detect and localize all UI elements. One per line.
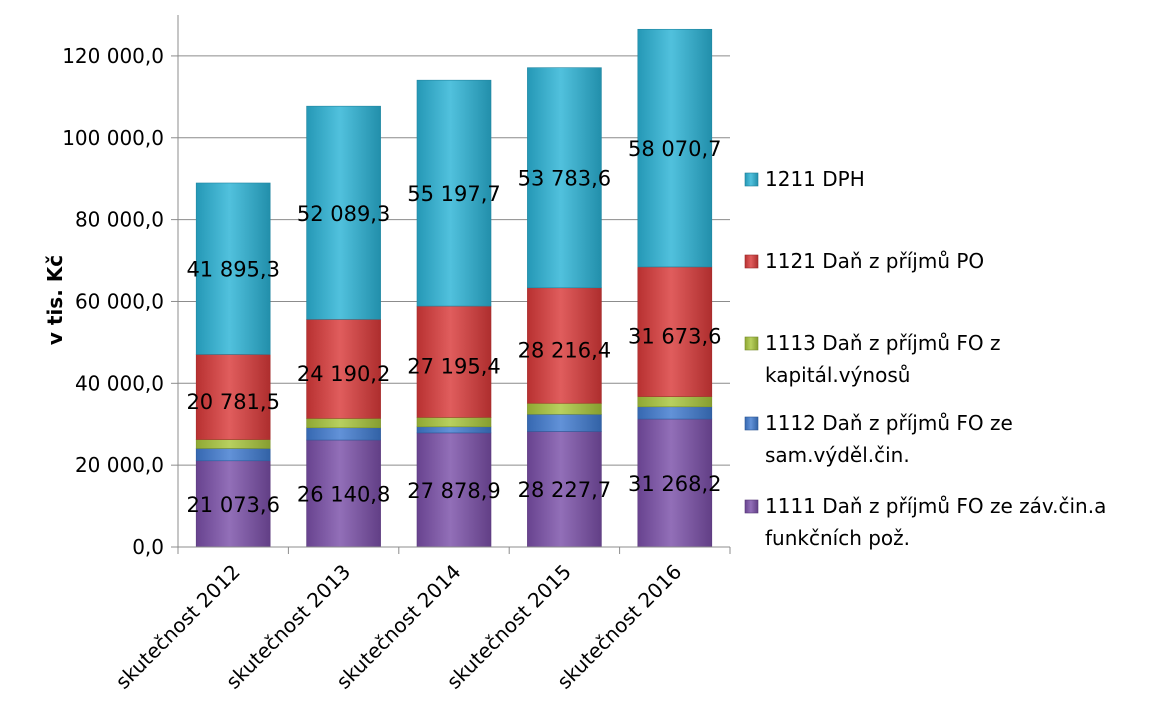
y-tick-label: 60 000,0 — [75, 289, 164, 313]
bar-segment — [195, 439, 271, 449]
legend-item: 1121 Daň z příjmů PO — [744, 249, 984, 273]
legend-label: 1121 Daň z příjmů PO — [765, 249, 984, 273]
legend-item: 1113 Daň z příjmů FO z kapitál.výnosů — [744, 331, 1000, 387]
bar-segment — [306, 418, 381, 429]
bar-segment — [637, 396, 713, 408]
data-label: 21 073,6 — [186, 493, 280, 517]
bar-segment — [416, 417, 492, 428]
bar-segment — [637, 406, 713, 420]
legend-label: 1112 Daň z příjmů FO ze — [765, 411, 1013, 435]
bar-segment — [306, 427, 381, 441]
data-label: 24 190,2 — [297, 362, 391, 386]
y-tick-label: 0,0 — [132, 535, 164, 559]
bar-segment — [527, 287, 602, 404]
legend-swatch — [744, 499, 759, 514]
legend-item: 1211 DPH — [744, 167, 865, 191]
y-tick-label: 80 000,0 — [75, 208, 164, 232]
y-tick-label: 40 000,0 — [75, 371, 164, 395]
data-label: 20 781,5 — [186, 390, 280, 414]
data-label: 28 227,7 — [518, 478, 612, 502]
bar-segment — [306, 105, 381, 320]
legend-label: kapitál.výnosů — [765, 363, 910, 387]
legend-label: sam.výděl.čin. — [765, 443, 910, 467]
data-label: 26 140,8 — [297, 483, 391, 507]
bar-segment — [527, 431, 602, 548]
data-label: 31 673,6 — [628, 325, 722, 349]
data-label: 53 783,6 — [518, 167, 612, 191]
data-labels: 21 073,6 20 781,5 41 895,3 26 140,8 24 190,2… — [186, 137, 721, 517]
bar-segment — [416, 426, 492, 434]
legend-label: 1111 Daň z příjmů FO ze záv.čin.a — [765, 494, 1106, 518]
bar-segment — [416, 305, 492, 418]
bar-segment — [306, 319, 381, 419]
y-tick-label: 20 000,0 — [75, 453, 164, 477]
bar-segment — [195, 448, 271, 462]
bar-segment — [637, 28, 713, 268]
y-tick-label: 100 000,0 — [62, 126, 164, 150]
bar-segment — [416, 432, 492, 548]
data-label: 27 878,9 — [407, 479, 501, 503]
bar-segment — [637, 266, 713, 397]
data-label: 27 195,4 — [407, 355, 501, 379]
bars — [195, 28, 713, 548]
legend: 1211 DPH 1121 Daň z příjmů PO 1113 Daň z p… — [744, 167, 1106, 550]
y-axis-label: v tis. Kč — [43, 255, 67, 345]
bar-segment — [195, 182, 271, 355]
data-label: 52 089,3 — [297, 202, 391, 226]
legend-label: 1113 Daň z příjmů FO z — [765, 331, 1000, 355]
legend-label: funkčních pož. — [765, 526, 910, 550]
data-label: 41 895,3 — [186, 258, 280, 282]
data-label: 58 070,7 — [628, 137, 722, 161]
legend-swatch — [744, 416, 759, 431]
data-label: 55 197,7 — [407, 182, 501, 206]
legend-item: 1111 Daň z příjmů FO ze záv.čin.a funkční… — [744, 494, 1106, 550]
legend-label: 1211 DPH — [765, 167, 865, 191]
bar-segment — [527, 413, 602, 432]
bar-segment — [527, 67, 602, 289]
bar-segment — [637, 418, 713, 548]
legend-swatch — [744, 336, 759, 351]
bar-segment — [416, 79, 492, 307]
bar-segment — [195, 354, 271, 440]
axes: 0,0 20 000,0 40 000,0 60 000,0 80 000,0 100 0… — [62, 15, 731, 694]
bar-segment — [527, 402, 602, 415]
data-label: 28 216,4 — [518, 339, 612, 363]
data-label: 31 268,2 — [628, 472, 722, 496]
legend-swatch — [744, 254, 759, 269]
legend-swatch — [744, 172, 759, 187]
legend-item: 1112 Daň z příjmů FO ze sam.výděl.čin. — [744, 411, 1013, 467]
y-tick-label: 120 000,0 — [62, 44, 164, 68]
